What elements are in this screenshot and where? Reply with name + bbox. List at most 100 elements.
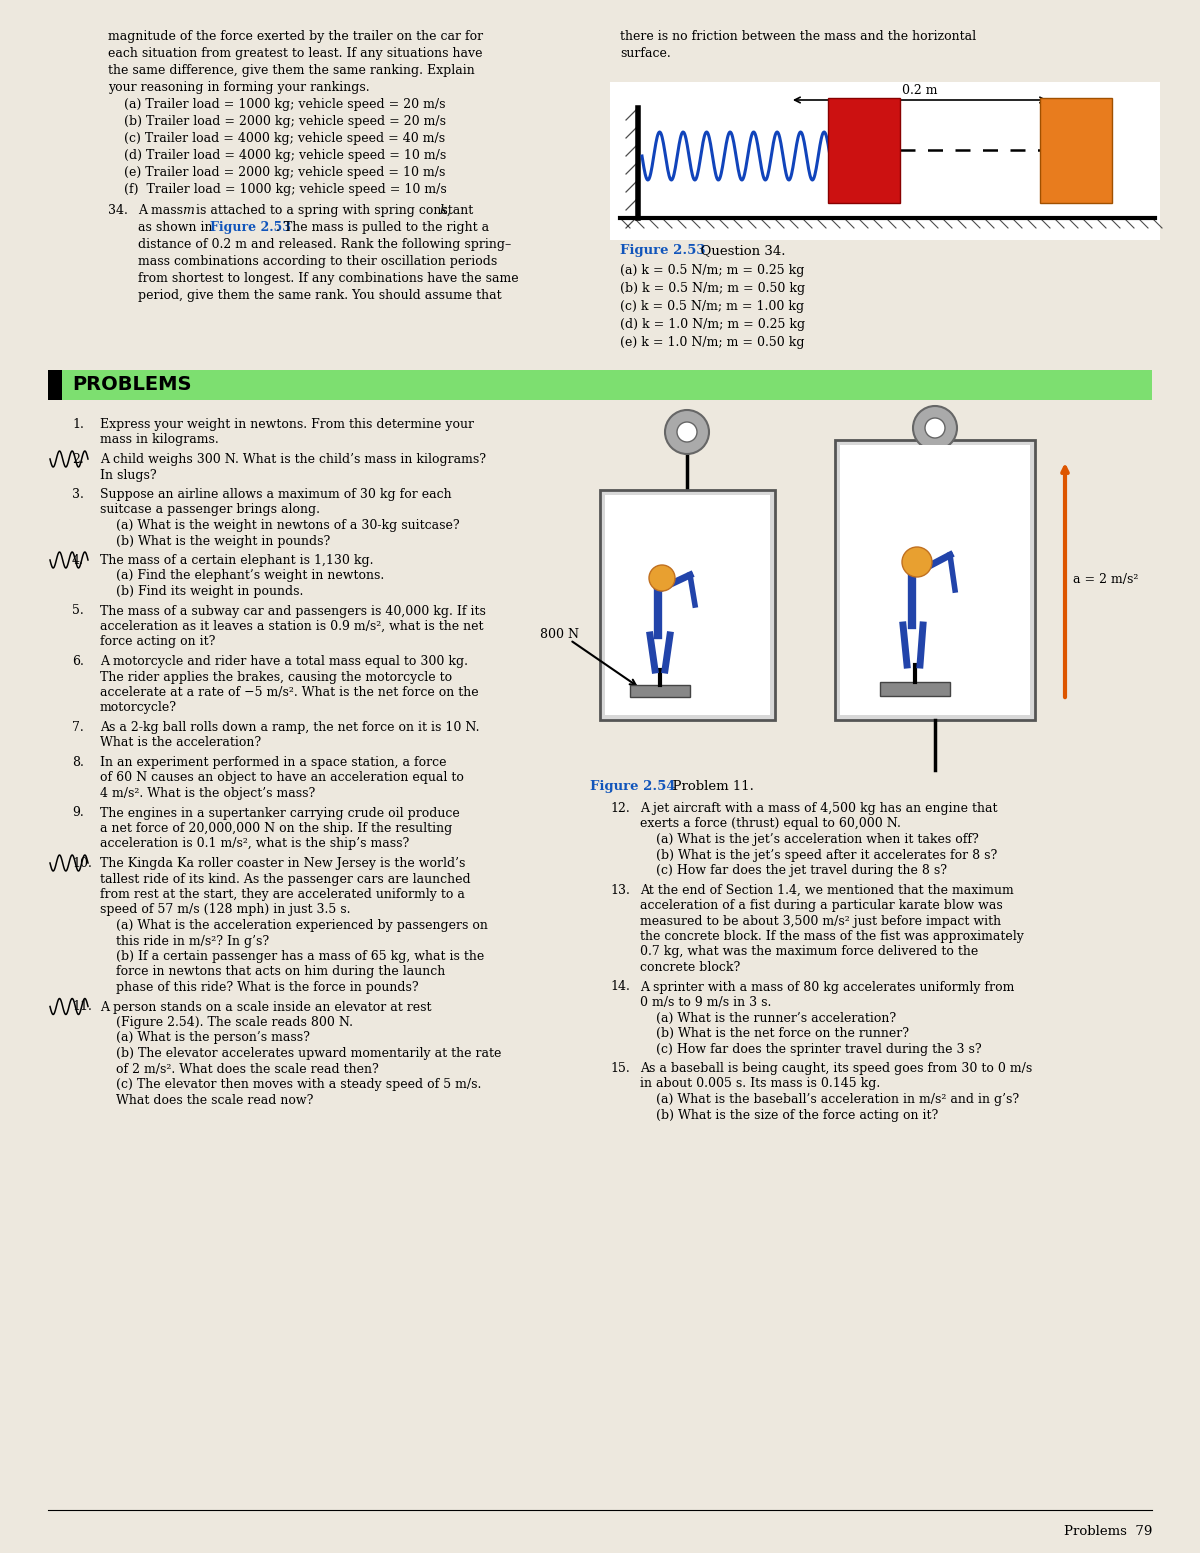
Text: a = 2 m/s²: a = 2 m/s² (1073, 573, 1139, 587)
Text: of 60 N causes an object to have an acceleration equal to: of 60 N causes an object to have an acce… (100, 772, 464, 784)
Text: accelerate at a rate of −5 m/s². What is the net force on the: accelerate at a rate of −5 m/s². What is… (100, 686, 479, 699)
Text: Figure 2.53: Figure 2.53 (210, 221, 290, 235)
Text: motorcycle?: motorcycle? (100, 702, 178, 714)
Text: A child weighs 300 N. What is the child’s mass in kilograms?: A child weighs 300 N. What is the child’… (100, 453, 486, 466)
Text: A person stands on a scale inside an elevator at rest: A person stands on a scale inside an ele… (100, 1000, 432, 1014)
Text: from shortest to longest. If any combinations have the same: from shortest to longest. If any combina… (138, 272, 518, 286)
Text: a net force of 20,000,000 N on the ship. If the resulting: a net force of 20,000,000 N on the ship.… (100, 822, 452, 836)
Text: your reasoning in forming your rankings.: your reasoning in forming your rankings. (108, 81, 370, 95)
Text: The engines in a supertanker carrying crude oil produce: The engines in a supertanker carrying cr… (100, 806, 460, 820)
Text: mass in kilograms.: mass in kilograms. (100, 433, 218, 447)
Text: 0 m/s to 9 m/s in 3 s.: 0 m/s to 9 m/s in 3 s. (640, 995, 772, 1009)
Text: 11.: 11. (72, 1000, 92, 1014)
Text: (b) k = 0.5 N/m; m = 0.50 kg: (b) k = 0.5 N/m; m = 0.50 kg (620, 283, 805, 295)
Text: speed of 57 m/s (128 mph) in just 3.5 s.: speed of 57 m/s (128 mph) in just 3.5 s. (100, 904, 350, 916)
Text: (b) The elevator accelerates upward momentarily at the rate: (b) The elevator accelerates upward mome… (116, 1047, 502, 1061)
Text: in about 0.005 s. Its mass is 0.145 kg.: in about 0.005 s. Its mass is 0.145 kg. (640, 1078, 881, 1090)
Circle shape (925, 418, 946, 438)
Text: (a) What is the jet’s acceleration when it takes off?: (a) What is the jet’s acceleration when … (656, 832, 979, 846)
Bar (880, 682, 950, 696)
Text: 8.: 8. (72, 756, 84, 769)
Circle shape (649, 565, 674, 592)
Text: (c) k = 0.5 N/m; m = 1.00 kg: (c) k = 0.5 N/m; m = 1.00 kg (620, 300, 804, 314)
Text: magnitude of the force exerted by the trailer on the car for: magnitude of the force exerted by the tr… (108, 30, 484, 43)
Text: . The mass is pulled to the right a: . The mass is pulled to the right a (276, 221, 490, 235)
Text: there is no friction between the mass and the horizontal: there is no friction between the mass an… (620, 30, 976, 43)
Text: (b) What is the net force on the runner?: (b) What is the net force on the runner? (656, 1027, 910, 1041)
Text: 9.: 9. (72, 806, 84, 820)
Text: What is the acceleration?: What is the acceleration? (100, 736, 262, 750)
Text: exerts a force (thrust) equal to 60,000 N.: exerts a force (thrust) equal to 60,000 … (640, 817, 901, 831)
Text: (b) If a certain passenger has a mass of 65 kg, what is the: (b) If a certain passenger has a mass of… (116, 950, 485, 963)
Text: (a) What is the acceleration experienced by passengers on: (a) What is the acceleration experienced… (116, 919, 488, 932)
Text: The rider applies the brakes, causing the motorcycle to: The rider applies the brakes, causing th… (100, 671, 452, 683)
Text: (e) k = 1.0 N/m; m = 0.50 kg: (e) k = 1.0 N/m; m = 0.50 kg (620, 335, 804, 349)
Text: Problem 11.: Problem 11. (664, 780, 754, 794)
Bar (48, 370, 62, 401)
Text: period, give them the same rank. You should assume that: period, give them the same rank. You sho… (138, 289, 502, 301)
Text: (b) Trailer load = 2000 kg; vehicle speed = 20 m/s: (b) Trailer load = 2000 kg; vehicle spee… (124, 115, 446, 127)
Text: mass combinations according to their oscillation periods: mass combinations according to their osc… (138, 255, 497, 269)
Text: distance of 0.2 m and released. Rank the following spring–: distance of 0.2 m and released. Rank the… (138, 238, 511, 252)
Text: this ride in m/s²? In g’s?: this ride in m/s²? In g’s? (116, 935, 269, 947)
Text: each situation from greatest to least. If any situations have: each situation from greatest to least. I… (108, 47, 482, 61)
Circle shape (665, 410, 709, 453)
Text: 0.7 kg, what was the maximum force delivered to the: 0.7 kg, what was the maximum force deliv… (640, 946, 978, 958)
Circle shape (902, 547, 932, 578)
Text: (a) What is the person’s mass?: (a) What is the person’s mass? (116, 1031, 310, 1045)
Text: (b) What is the jet’s speed after it accelerates for 8 s?: (b) What is the jet’s speed after it acc… (656, 848, 997, 862)
Text: (a) k = 0.5 N/m; m = 0.25 kg: (a) k = 0.5 N/m; m = 0.25 kg (620, 264, 804, 276)
Text: As a 2-kg ball rolls down a ramp, the net force on it is 10 N.: As a 2-kg ball rolls down a ramp, the ne… (100, 721, 480, 735)
Text: 0.2 m: 0.2 m (902, 84, 937, 96)
Text: Problems  79: Problems 79 (1063, 1525, 1152, 1537)
Text: In slugs?: In slugs? (100, 469, 157, 481)
Text: (Figure 2.54). The scale reads 800 N.: (Figure 2.54). The scale reads 800 N. (116, 1016, 353, 1030)
Text: force in newtons that acts on him during the launch: force in newtons that acts on him during… (116, 966, 445, 978)
Text: 4.: 4. (72, 554, 84, 567)
Text: (a) What is the weight in newtons of a 30-kg suitcase?: (a) What is the weight in newtons of a 3… (116, 519, 460, 533)
Text: (b) Find its weight in pounds.: (b) Find its weight in pounds. (116, 585, 304, 598)
Text: Figure 2.54: Figure 2.54 (590, 780, 676, 794)
Bar (835, 439, 1034, 721)
Text: ,: , (446, 203, 451, 217)
Bar (605, 495, 770, 714)
Text: In an experiment performed in a space station, a force: In an experiment performed in a space st… (100, 756, 446, 769)
Text: At the end of Section 1.4, we mentioned that the maximum: At the end of Section 1.4, we mentioned … (640, 884, 1014, 896)
Circle shape (677, 422, 697, 443)
Text: (c) How far does the jet travel during the 8 s?: (c) How far does the jet travel during t… (656, 863, 947, 877)
Text: Figure 2.53: Figure 2.53 (620, 244, 706, 256)
Text: 14.: 14. (610, 980, 630, 994)
Text: the concrete block. If the mass of the fist was approximately: the concrete block. If the mass of the f… (640, 930, 1024, 943)
Text: (a) Find the elephant’s weight in newtons.: (a) Find the elephant’s weight in newton… (116, 570, 384, 582)
Text: is attached to a spring with spring constant: is attached to a spring with spring cons… (192, 203, 478, 217)
Text: tallest ride of its kind. As the passenger cars are launched: tallest ride of its kind. As the passeng… (100, 873, 470, 885)
Text: of 2 m/s². What does the scale read then?: of 2 m/s². What does the scale read then… (116, 1062, 379, 1076)
Text: (e) Trailer load = 2000 kg; vehicle speed = 10 m/s: (e) Trailer load = 2000 kg; vehicle spee… (124, 166, 445, 179)
Text: PROBLEMS: PROBLEMS (72, 376, 192, 394)
Text: acceleration is 0.1 m/s², what is the ship’s mass?: acceleration is 0.1 m/s², what is the sh… (100, 837, 409, 851)
Text: 13.: 13. (610, 884, 630, 896)
Text: surface.: surface. (620, 47, 671, 61)
Text: as shown in: as shown in (138, 221, 216, 235)
Text: (c) Trailer load = 4000 kg; vehicle speed = 40 m/s: (c) Trailer load = 4000 kg; vehicle spee… (124, 132, 445, 144)
Text: 10.: 10. (72, 857, 92, 870)
Text: 5.: 5. (72, 604, 84, 618)
Circle shape (913, 405, 958, 450)
Text: 7.: 7. (72, 721, 84, 735)
Text: A jet aircraft with a mass of 4,500 kg has an engine that: A jet aircraft with a mass of 4,500 kg h… (640, 801, 997, 815)
Text: A sprinter with a mass of 80 kg accelerates uniformly from: A sprinter with a mass of 80 kg accelera… (640, 980, 1014, 994)
Text: 3.: 3. (72, 488, 84, 502)
Text: 15.: 15. (610, 1062, 630, 1075)
Text: Suppose an airline allows a maximum of 30 kg for each: Suppose an airline allows a maximum of 3… (100, 488, 451, 502)
Text: k: k (439, 203, 446, 217)
Text: acceleration of a fist during a particular karate blow was: acceleration of a fist during a particul… (640, 899, 1003, 912)
Text: As a baseball is being caught, its speed goes from 30 to 0 m/s: As a baseball is being caught, its speed… (640, 1062, 1032, 1075)
Text: from rest at the start, they are accelerated uniformly to a: from rest at the start, they are acceler… (100, 888, 464, 901)
Text: (a) What is the runner’s acceleration?: (a) What is the runner’s acceleration? (656, 1011, 896, 1025)
Text: (b) What is the weight in pounds?: (b) What is the weight in pounds? (116, 534, 330, 548)
Text: (a) What is the baseball’s acceleration in m/s² and in g’s?: (a) What is the baseball’s acceleration … (656, 1093, 1019, 1106)
Text: The mass of a subway car and passengers is 40,000 kg. If its: The mass of a subway car and passengers … (100, 604, 486, 618)
Bar (828, 98, 900, 203)
Text: Question 34.: Question 34. (692, 244, 786, 256)
Text: 1.: 1. (72, 418, 84, 432)
